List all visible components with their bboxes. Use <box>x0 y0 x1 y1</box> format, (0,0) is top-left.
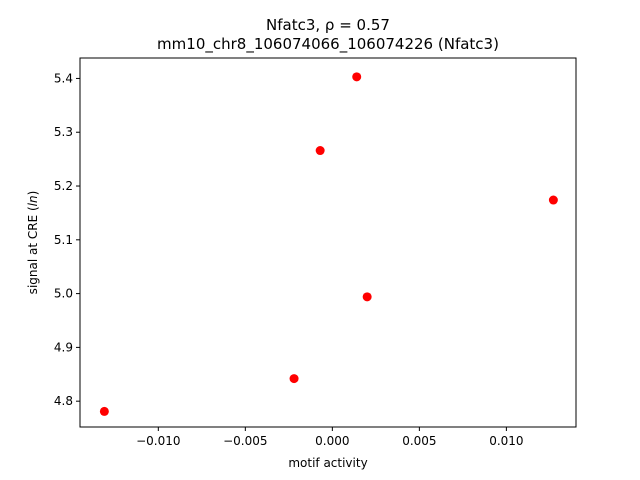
x-tick-label: −0.010 <box>136 434 180 448</box>
data-point <box>99 406 109 416</box>
y-tick-label: 5.4 <box>54 71 73 85</box>
data-point <box>362 292 372 302</box>
chart-subtitle: mm10_chr8_106074066_106074226 (Nfatc3) <box>157 35 499 54</box>
y-tick-label: 4.8 <box>54 394 73 408</box>
y-axis-ticks: 4.8 4.9 5.0 5.1 5.2 5.3 5.4 <box>54 71 80 408</box>
y-tick-label: 5.3 <box>54 125 73 139</box>
data-point <box>289 374 299 384</box>
data-points <box>99 72 558 416</box>
y-tick-label: 4.9 <box>54 340 73 354</box>
x-tick-label: 0.005 <box>402 434 436 448</box>
plot-area-frame <box>79 57 577 428</box>
x-tick-label: −0.005 <box>223 434 267 448</box>
y-tick-label: 5.1 <box>54 233 73 247</box>
y-tick-label: 5.0 <box>54 287 73 301</box>
data-point <box>352 72 362 82</box>
x-axis-ticks: −0.010 −0.005 0.000 0.005 0.010 <box>136 427 524 448</box>
x-tick-label: 0.010 <box>489 434 523 448</box>
x-tick-label: 0.000 <box>315 434 349 448</box>
data-point <box>548 195 558 205</box>
chart-title: Nfatc3, ρ = 0.57 <box>266 16 390 34</box>
y-axis-label: signal at CRE (ln) <box>26 191 40 295</box>
x-axis-label: motif activity <box>288 456 367 470</box>
data-point <box>315 146 325 156</box>
y-tick-label: 5.2 <box>54 179 73 193</box>
